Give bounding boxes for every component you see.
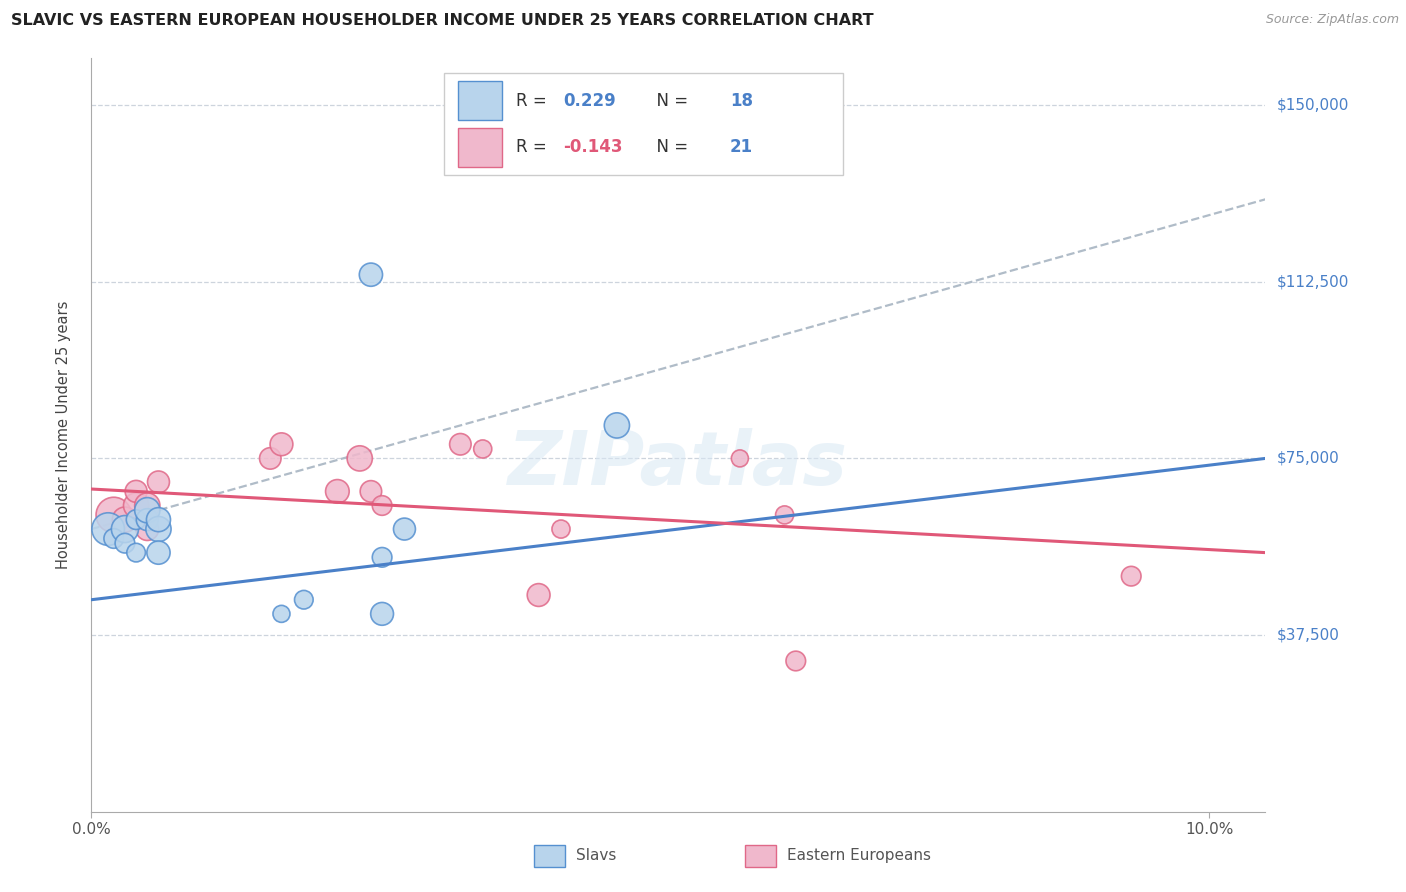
Text: $75,000: $75,000 <box>1277 450 1340 466</box>
Text: Source: ZipAtlas.com: Source: ZipAtlas.com <box>1265 13 1399 27</box>
Point <box>449 437 471 451</box>
Text: $37,500: $37,500 <box>1277 628 1340 642</box>
Point <box>125 499 148 513</box>
Y-axis label: Householder Income Under 25 years: Householder Income Under 25 years <box>56 301 70 569</box>
Point <box>136 503 159 517</box>
Point <box>292 592 315 607</box>
Point <box>371 499 394 513</box>
Point <box>270 437 292 451</box>
Point <box>326 484 349 499</box>
Point <box>136 499 159 513</box>
Text: R =: R = <box>516 92 553 110</box>
Point <box>103 532 125 546</box>
Point <box>773 508 796 522</box>
Text: -0.143: -0.143 <box>564 138 623 156</box>
FancyBboxPatch shape <box>443 73 842 175</box>
Point <box>349 451 371 466</box>
Point <box>125 513 148 527</box>
Point <box>371 550 394 565</box>
Bar <box>458 81 502 120</box>
Point <box>394 522 416 536</box>
Text: Slavs: Slavs <box>576 848 617 863</box>
Point <box>125 546 148 560</box>
Text: 0.229: 0.229 <box>564 92 616 110</box>
Point <box>136 522 159 536</box>
Text: N =: N = <box>645 92 693 110</box>
Text: R =: R = <box>516 138 553 156</box>
Text: $150,000: $150,000 <box>1277 97 1348 112</box>
Point <box>148 546 170 560</box>
Text: 21: 21 <box>730 138 754 156</box>
Point <box>1121 569 1143 583</box>
Bar <box>458 128 502 167</box>
Point <box>785 654 807 668</box>
Point <box>148 513 170 527</box>
Text: $112,500: $112,500 <box>1277 274 1348 289</box>
Point <box>728 451 751 466</box>
Point <box>114 536 136 550</box>
Point <box>125 484 148 499</box>
Point <box>527 588 550 602</box>
Point <box>97 522 120 536</box>
Text: N =: N = <box>645 138 693 156</box>
Point <box>148 475 170 489</box>
Point <box>259 451 281 466</box>
Text: ZIPatlas: ZIPatlas <box>509 428 848 501</box>
Point <box>471 442 494 456</box>
Point <box>371 607 394 621</box>
Point <box>360 268 382 282</box>
Point <box>148 522 170 536</box>
Text: SLAVIC VS EASTERN EUROPEAN HOUSEHOLDER INCOME UNDER 25 YEARS CORRELATION CHART: SLAVIC VS EASTERN EUROPEAN HOUSEHOLDER I… <box>11 13 875 29</box>
Point <box>103 508 125 522</box>
Text: Eastern Europeans: Eastern Europeans <box>787 848 931 863</box>
Point <box>136 513 159 527</box>
Point <box>360 484 382 499</box>
Point <box>114 522 136 536</box>
Text: 18: 18 <box>730 92 754 110</box>
Point <box>606 418 628 433</box>
Point <box>270 607 292 621</box>
Point <box>114 513 136 527</box>
Point <box>550 522 572 536</box>
